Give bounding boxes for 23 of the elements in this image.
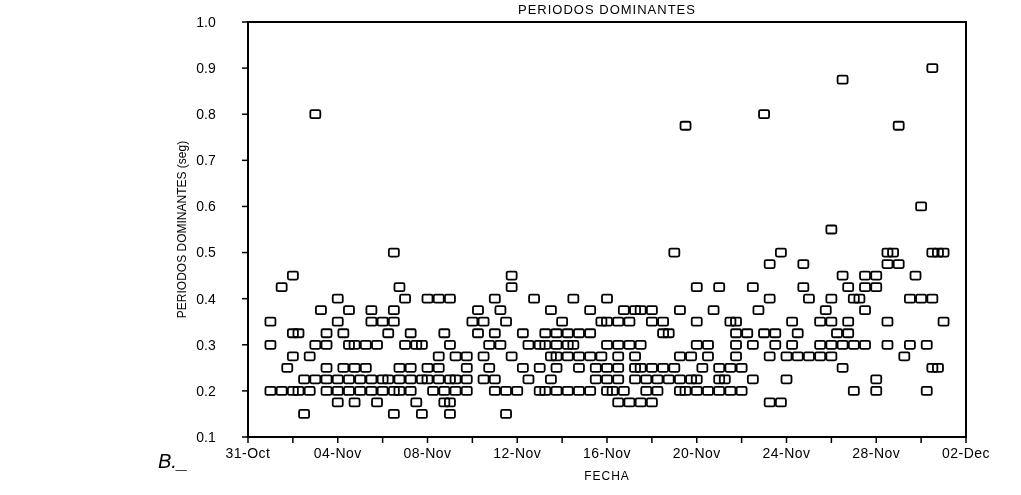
x-tick-label: 04-Nov bbox=[313, 445, 362, 461]
y-tick-label: 0.8 bbox=[196, 106, 216, 123]
y-tick-label: 0.1 bbox=[196, 428, 216, 445]
y-axis-title: PERIODOS DOMINANTES (seg) bbox=[175, 140, 189, 319]
y-tick-label: 1.0 bbox=[196, 13, 216, 30]
y-tick-label: 0.7 bbox=[196, 152, 216, 169]
text: B._ bbox=[158, 450, 189, 472]
x-tick-label: 24-Nov bbox=[762, 445, 811, 461]
x-tick-label: 31-Oct bbox=[225, 445, 271, 461]
y-tick-label: 0.9 bbox=[196, 60, 216, 77]
x-tick-label: 12-Nov bbox=[493, 445, 542, 461]
x-tick-label: 02-Dec bbox=[941, 445, 991, 461]
x-tick-label: 20-Nov bbox=[672, 445, 721, 461]
y-tick-label: 0.3 bbox=[196, 336, 216, 353]
chart-title: PERIODOS DOMINANTES bbox=[518, 2, 696, 17]
y-tick-label: 0.2 bbox=[196, 382, 216, 399]
x-tick-label: 16-Nov bbox=[582, 445, 632, 461]
x-axis-title: FECHA bbox=[584, 469, 630, 483]
x-tick-label: 08-Nov bbox=[403, 445, 452, 461]
y-tick-label: 0.5 bbox=[196, 244, 216, 261]
y-tick-label: 0.4 bbox=[196, 290, 216, 307]
x-tick-label: 28-Nov bbox=[852, 445, 901, 461]
y-tick-label: 0.6 bbox=[196, 198, 216, 215]
